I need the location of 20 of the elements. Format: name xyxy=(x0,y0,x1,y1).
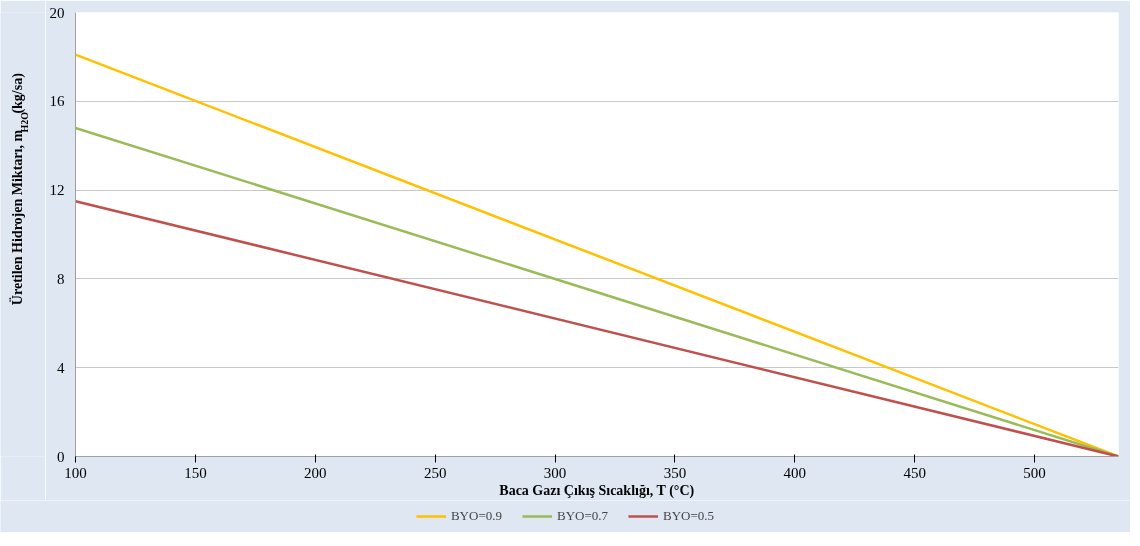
x-tick-label: 400 xyxy=(783,464,807,481)
y-tick-label: 0 xyxy=(57,448,65,465)
x-tick-label: 450 xyxy=(903,464,926,481)
y-tick-label: 4 xyxy=(57,359,65,376)
legend-label: BYO=0.7 xyxy=(556,508,609,524)
x-tick-label: 500 xyxy=(1023,464,1046,481)
y-tick-label: 8 xyxy=(57,270,65,287)
legend-label: BYO=0.9 xyxy=(450,508,502,524)
x-tick-label: 100 xyxy=(64,464,87,481)
y-tick-label: 12 xyxy=(49,182,65,199)
legend-label: BYO=0.5 xyxy=(663,508,715,524)
x-tick-label: 300 xyxy=(543,464,567,481)
x-tick-label: 150 xyxy=(184,464,207,481)
y-axis-title: Üretilen Hidrojen Miktarı, mH2O(kg/sa) xyxy=(9,72,31,306)
y-tick-label: 20 xyxy=(49,4,65,21)
x-tick-label: 250 xyxy=(423,464,447,481)
x-tick-label: 350 xyxy=(663,464,687,481)
x-axis-title: Baca Gazı Çıkış Sıcaklığı, T (°C) xyxy=(499,482,695,499)
x-tick-label: 200 xyxy=(304,464,327,481)
y-tick-label: 16 xyxy=(49,93,65,110)
